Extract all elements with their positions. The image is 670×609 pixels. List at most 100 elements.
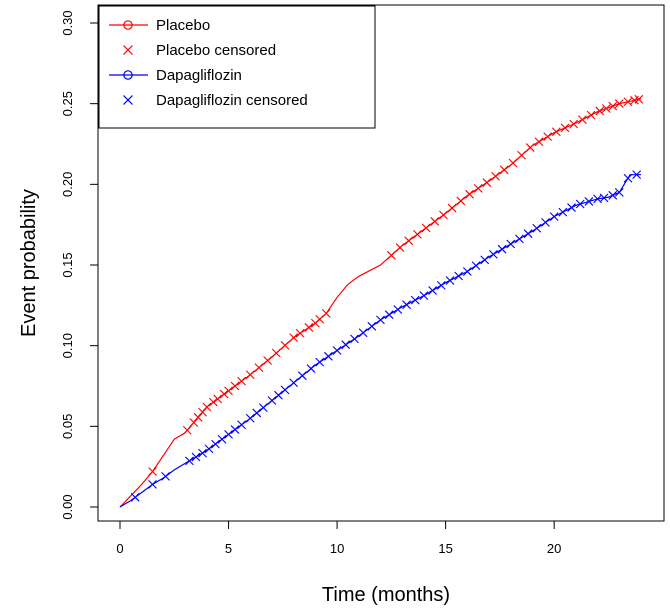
placebo-censor-mark	[198, 407, 207, 417]
placebo-censor-mark	[534, 137, 544, 147]
placebo-censor-mark	[601, 104, 611, 113]
dapagliflozin-censor-mark	[315, 357, 325, 367]
y-tick-label: 0.00	[60, 494, 75, 519]
y-tick-label: 0.15	[60, 252, 75, 277]
dapagliflozin-censor-mark	[185, 456, 194, 466]
dapagliflozin-censor-mark	[515, 234, 524, 244]
placebo-censor-mark	[421, 223, 431, 233]
placebo-line	[119, 98, 642, 508]
dapagliflozin-censor-mark	[614, 188, 624, 197]
placebo-censor-mark	[439, 210, 448, 220]
placebo-censor-mark	[219, 389, 229, 399]
placebo-censor-mark	[189, 418, 199, 427]
dapagliflozin-censor-mark	[224, 430, 233, 439]
placebo-censor-mark	[473, 183, 483, 193]
dapagliflozin-censor-mark	[267, 396, 277, 405]
placebo-censor-mark	[517, 150, 526, 160]
dapagliflozin-censor-mark	[148, 480, 157, 489]
placebo-censor-mark	[482, 178, 492, 187]
dapagliflozin-censor-mark	[217, 434, 227, 444]
placebo-censor-mark	[321, 309, 331, 318]
dapagliflozin-censor-mark	[274, 390, 283, 400]
dapagliflozin-censor-mark	[462, 267, 472, 276]
placebo-censor-mark	[491, 171, 500, 181]
x-axis-title: Time (months)	[322, 584, 450, 606]
placebo-censor-mark	[263, 356, 273, 365]
placebo-censor-mark	[447, 203, 457, 213]
dapagliflozin-censor-mark	[632, 170, 642, 180]
legend-cross-marker	[123, 45, 133, 55]
dapagliflozin-censor-mark	[252, 408, 262, 418]
legend-circle-marker	[123, 20, 133, 30]
dapagliflozin-censor-mark	[198, 448, 207, 458]
series-lines	[119, 98, 642, 508]
placebo-censor-mark	[413, 229, 422, 239]
dapagliflozin-censor-mark	[289, 378, 299, 388]
dapagliflozin-censor-mark	[541, 218, 550, 227]
dapagliflozin-censor-mark	[384, 310, 394, 320]
placebo-censor-mark	[560, 123, 570, 133]
placebo-censor-mark	[271, 348, 281, 358]
legend-label: Dapagliflozin	[156, 67, 242, 84]
dapagliflozin-censor-mark	[567, 203, 576, 212]
placebo-censor-mark	[614, 99, 624, 109]
legend-label: Placebo	[156, 17, 210, 34]
y-tick-label: 0.10	[60, 333, 75, 358]
placebo-censor-mark	[224, 386, 233, 396]
placebo-censor-mark	[202, 402, 212, 412]
censor-marks	[130, 94, 644, 502]
legend-box	[98, 5, 376, 129]
placebo-censor-mark	[608, 101, 618, 111]
dapagliflozin-censor-mark	[341, 340, 351, 350]
placebo-censor-mark	[208, 397, 218, 407]
dapagliflozin-censor-mark	[419, 291, 429, 301]
dapagliflozin-censor-mark	[367, 321, 377, 331]
dapagliflozin-censor-mark	[558, 207, 568, 217]
dapagliflozin-censor-mark	[191, 452, 201, 462]
dapagliflozin-censor-mark	[532, 223, 542, 233]
dapagliflozin-censor-mark	[599, 193, 609, 203]
dapagliflozin-censor-mark	[161, 471, 170, 481]
dapagliflozin-censor-mark	[230, 425, 240, 434]
placebo-censor-mark	[543, 132, 553, 141]
dapagliflozin-censor-mark	[393, 305, 403, 314]
dapagliflozin-censor-mark	[237, 420, 246, 430]
dapagliflozin-censor-mark	[204, 444, 214, 454]
dapagliflozin-censor-mark	[506, 239, 516, 249]
dapagliflozin-censor-mark	[410, 295, 420, 305]
x-tick-label: 0	[116, 541, 123, 556]
placebo-censor-mark	[395, 243, 405, 252]
placebo-censor-mark	[525, 143, 535, 152]
dapagliflozin-censor-mark	[488, 249, 498, 259]
x-tick-label: 5	[225, 541, 232, 556]
placebo-censor-mark	[577, 115, 587, 125]
placebo-censor-mark	[551, 127, 561, 137]
x-tick-label: 20	[547, 541, 561, 556]
dapagliflozin-censor-mark	[332, 346, 342, 355]
placebo-censor-mark	[404, 236, 414, 246]
placebo-censor-mark	[634, 94, 644, 104]
placebo-censor-mark	[280, 340, 290, 350]
dapagliflozin-censor-mark	[280, 385, 290, 395]
dapagliflozin-censor-mark	[324, 351, 333, 361]
dapagliflozin-censor-mark	[584, 197, 594, 206]
y-tick-label: 0.20	[60, 172, 75, 197]
legend: Placebo Placebo censored Dapagliflozin Dapa…	[98, 5, 376, 129]
legend-cross-marker	[123, 95, 133, 105]
placebo-censor-mark	[193, 412, 203, 422]
placebo-censor-mark	[569, 119, 579, 129]
legend-label: Placebo censored	[156, 42, 276, 59]
placebo-censor-mark	[499, 165, 509, 175]
placebo-censor-mark	[386, 250, 396, 260]
dapagliflozin-censor-mark	[436, 280, 446, 290]
placebo-censor-mark	[213, 394, 223, 404]
dapagliflozin-censor-mark	[575, 199, 585, 209]
dapagliflozin-censor-mark	[358, 328, 368, 338]
y-tick-label: 0.05	[60, 414, 75, 439]
dapagliflozin-censor-mark	[306, 364, 316, 373]
legend-label: Dapagliflozin censored	[156, 92, 308, 109]
placebo-censor-mark	[289, 333, 299, 342]
y-tick-label: 0.25	[60, 91, 75, 116]
placebo-censor-mark	[430, 217, 440, 226]
